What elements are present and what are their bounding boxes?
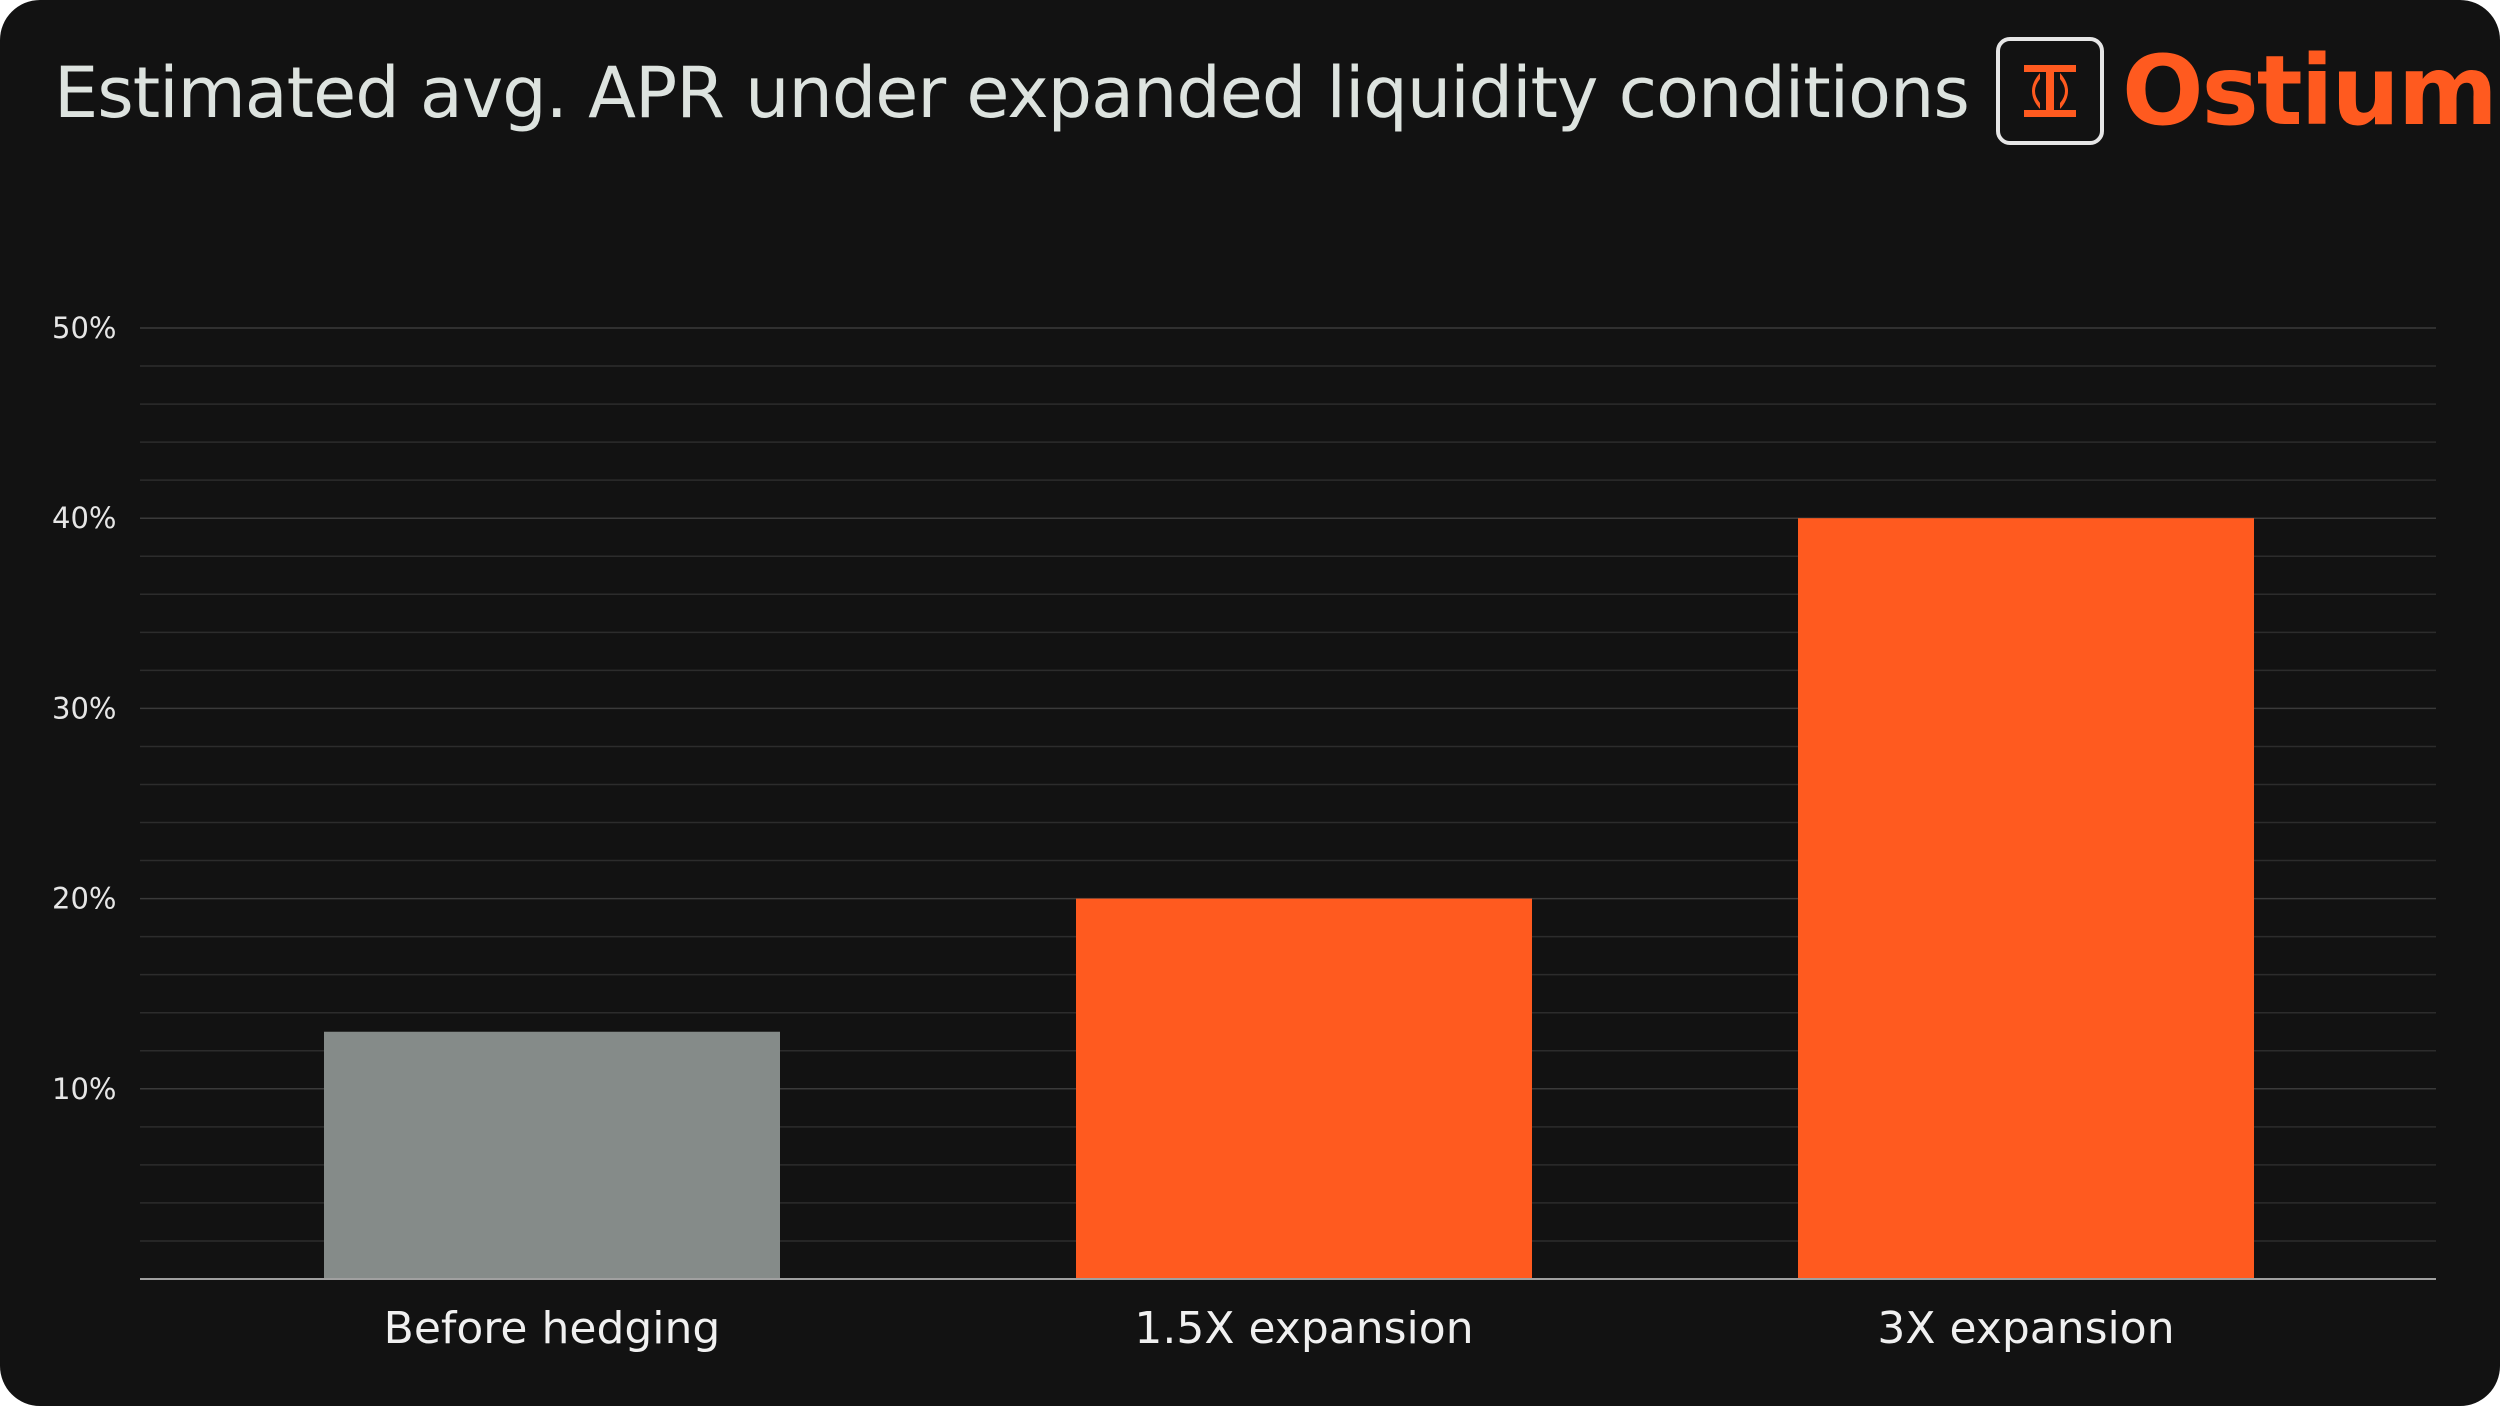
- x-tick-label: 1.5X expansion: [1134, 1303, 1473, 1354]
- y-tick-label: 30%: [52, 691, 116, 725]
- y-tick-label: 50%: [52, 311, 116, 345]
- bar-before-hedging: [324, 1031, 780, 1279]
- bar-1-5x-expansion: [1076, 898, 1532, 1279]
- y-tick-label: 40%: [52, 501, 116, 535]
- y-tick-label: 10%: [52, 1072, 116, 1106]
- ostium-logo-icon: [1996, 37, 2104, 145]
- brand-name: Ostium: [2122, 35, 2498, 147]
- brand-logo: Ostium: [1996, 34, 2498, 148]
- x-tick-label: 3X expansion: [1877, 1303, 2174, 1354]
- x-tick-label: Before hedging: [384, 1303, 721, 1354]
- bar-3x-expansion: [1798, 518, 2254, 1279]
- chart-title: Estimated avg. APR under expanded liquid…: [54, 52, 1970, 134]
- y-tick-label: 20%: [52, 882, 116, 916]
